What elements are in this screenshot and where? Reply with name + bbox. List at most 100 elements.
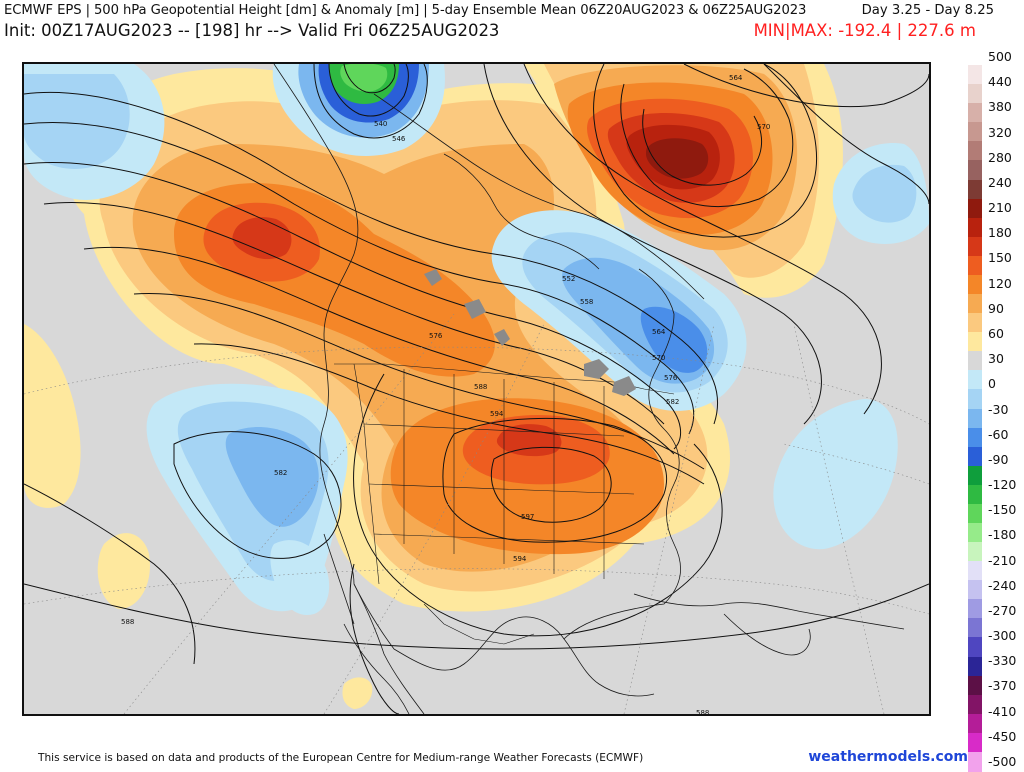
anomaly-alaska-low-bright-green xyxy=(340,64,388,92)
contour-label-594-south: 594 xyxy=(513,555,527,563)
contour-label-588-southwest: 588 xyxy=(121,618,134,626)
contour-label-597: 597 xyxy=(521,513,534,521)
minmax-label: MIN|MAX: -192.4 | 227.6 m xyxy=(753,21,976,40)
colorbar-swatch xyxy=(968,294,982,315)
colorbar-swatch xyxy=(968,160,982,181)
colorbar-tick-label: -370 xyxy=(988,678,1017,694)
colorbar-tick-label: 30 xyxy=(988,351,1004,367)
contour-label-552: 552 xyxy=(562,275,575,283)
colorbar-swatch xyxy=(968,370,982,391)
colorbar-swatch xyxy=(968,618,982,639)
colorbar-swatch xyxy=(968,465,982,486)
colorbar-swatch xyxy=(968,637,982,658)
colorbar-swatch xyxy=(968,217,982,238)
map-panel[interactable]: 540 546 564 570 552 558 564 570 576 576 … xyxy=(22,62,931,716)
colorbar-tick-label: -120 xyxy=(988,477,1017,493)
colorbar-swatch xyxy=(968,751,982,772)
colorbar-tick-label: 320 xyxy=(988,124,1012,140)
anomaly-western-us-blue xyxy=(225,427,319,527)
colorbar-swatch xyxy=(968,694,982,715)
ecmwf-attribution: This service is based on data and produc… xyxy=(38,752,644,764)
anomaly-hudson-trough-mid-blue xyxy=(640,306,708,373)
colorbar-tick-label: -270 xyxy=(988,602,1017,618)
colorbar-swatch xyxy=(968,446,982,467)
lat-lon-grid xyxy=(24,313,929,714)
contour-label-576-west: 576 xyxy=(429,332,443,340)
colorbar-swatch xyxy=(968,599,982,620)
colorbar-tick-label: 150 xyxy=(988,250,1012,266)
colorbar-swatch xyxy=(968,46,982,66)
colorbar-tick-label: 180 xyxy=(988,225,1012,241)
colorbar-swatch xyxy=(968,313,982,334)
colorbar-tick-label: -500 xyxy=(988,754,1017,769)
colorbar-tick-label: 210 xyxy=(988,200,1012,216)
colorbar-swatch xyxy=(968,713,982,734)
colorbar-tick-label: 90 xyxy=(988,300,1004,316)
anomaly-southwest-yellow xyxy=(24,324,81,508)
colorbar-tick-label: -180 xyxy=(988,527,1017,543)
colorbar-swatch xyxy=(968,198,982,219)
contour-label-540: 540 xyxy=(374,120,387,128)
height-contours xyxy=(24,64,929,714)
colorbar-swatch xyxy=(968,141,982,162)
colorbar-tick-label: 0 xyxy=(988,376,996,392)
contour-labels: 540 546 564 570 552 558 564 570 576 576 … xyxy=(121,74,770,714)
colorbar-tick-label: -150 xyxy=(988,502,1017,518)
colorbar-tick-label: -210 xyxy=(988,552,1017,568)
anomaly-colorbar: 500 440 380 320 280 240 210 180 150 120 90 60 30 0 -30… xyxy=(968,46,1024,772)
colorbar-swatch xyxy=(968,103,982,124)
colorbar-swatch xyxy=(968,236,982,257)
colorbar-tick-label: -90 xyxy=(988,451,1009,467)
colorbar-swatch xyxy=(968,542,982,563)
anomaly-north-pacific-light-blue xyxy=(24,74,130,169)
colorbar-tick-label: -30 xyxy=(988,401,1009,417)
colorbar-tick-label: -240 xyxy=(988,577,1017,593)
anomaly-ridge-west-red xyxy=(232,217,292,260)
init-valid-label: Init: 00Z17AUG2023 -- [198] hr --> Valid… xyxy=(4,21,500,40)
colorbar-swatch xyxy=(968,656,982,677)
colorbar-swatch xyxy=(968,255,982,276)
contour-label-546: 546 xyxy=(392,135,406,143)
colorbar-tick-label: 380 xyxy=(988,99,1012,115)
anomaly-gulf-yellow xyxy=(342,677,373,709)
contour-label-564-north: 564 xyxy=(729,74,743,82)
colorbar-swatch xyxy=(968,389,982,410)
contour-label-588-southeast: 588 xyxy=(696,709,709,714)
contour-label-558: 558 xyxy=(580,298,593,306)
colorbar-swatch xyxy=(968,332,982,353)
colorbar-swatch xyxy=(968,84,982,105)
colorbar-swatch xyxy=(968,732,982,753)
lakes xyxy=(424,269,636,396)
anomaly-northeast-atlantic-light-blue xyxy=(852,164,917,223)
colorbar-swatch xyxy=(968,274,982,295)
map-title: ECMWF EPS | 500 hPa Geopotential Height … xyxy=(4,3,807,18)
anomaly-atlantic-pale-blue xyxy=(773,399,898,550)
contour-label-582-east: 582 xyxy=(666,398,679,406)
contour-label-576-east: 576 xyxy=(664,374,678,382)
colorbar-tick-label: 280 xyxy=(988,149,1012,165)
anomaly-map: 540 546 564 570 552 558 564 570 576 576 … xyxy=(24,64,929,714)
colorbar-swatch xyxy=(968,503,982,524)
colorbar-swatch xyxy=(968,675,982,696)
contour-label-594-central: 594 xyxy=(490,410,504,418)
colorbar-swatch xyxy=(968,561,982,582)
colorbar-swatch xyxy=(968,484,982,505)
colorbar-tick-label: 500 xyxy=(988,49,1012,64)
anomaly-baja-pale-blue xyxy=(270,540,330,615)
colorbar-swatch xyxy=(968,522,982,543)
colorbar-tick-label: 60 xyxy=(988,325,1004,341)
contour-label-582-west: 582 xyxy=(274,469,287,477)
site-link[interactable]: weathermodels.com xyxy=(808,749,968,765)
contour-label-564-east: 564 xyxy=(652,328,666,336)
colorbar-swatch xyxy=(968,351,982,372)
colorbar-swatch xyxy=(968,580,982,601)
colorbar-tick-label: -300 xyxy=(988,628,1017,644)
colorbar-swatch xyxy=(968,427,982,448)
colorbar-swatch xyxy=(968,408,982,429)
contour-label-570-east: 570 xyxy=(652,354,665,362)
day-range-label: Day 3.25 - Day 8.25 xyxy=(861,3,994,18)
contour-label-570-north: 570 xyxy=(757,123,770,131)
colorbar-tick-label: -60 xyxy=(988,426,1009,442)
colorbar-tick-label: 240 xyxy=(988,174,1012,190)
colorbar-tick-label: -330 xyxy=(988,653,1017,669)
